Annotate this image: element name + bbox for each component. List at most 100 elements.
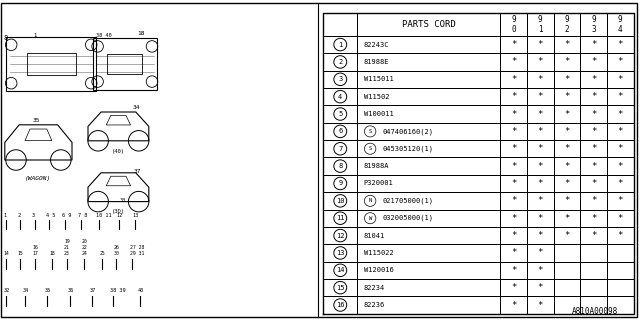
Text: 12: 12 <box>116 212 123 218</box>
Text: *: * <box>564 162 570 171</box>
Text: *: * <box>538 92 543 101</box>
Text: 35: 35 <box>33 117 40 123</box>
Text: *: * <box>538 75 543 84</box>
Text: 10 11: 10 11 <box>96 212 111 218</box>
Text: 1: 1 <box>3 212 6 218</box>
Text: 3: 3 <box>338 76 342 82</box>
Text: S: S <box>369 146 372 151</box>
Text: 81041: 81041 <box>364 233 385 239</box>
Text: 32: 32 <box>3 288 10 293</box>
Text: 9
2: 9 2 <box>564 15 569 34</box>
Text: 7 8: 7 8 <box>79 212 88 218</box>
Text: *: * <box>511 57 516 67</box>
Text: *: * <box>511 196 516 205</box>
Text: P320001: P320001 <box>364 180 394 187</box>
Text: *: * <box>564 144 570 153</box>
Text: 9: 9 <box>338 180 342 187</box>
Text: *: * <box>618 214 623 223</box>
Text: 36: 36 <box>67 288 74 293</box>
Text: *: * <box>564 92 570 101</box>
Text: *: * <box>538 266 543 275</box>
Text: *: * <box>511 214 516 223</box>
Text: *: * <box>564 40 570 49</box>
Text: *: * <box>511 283 516 292</box>
Text: 26
30: 26 30 <box>114 245 119 256</box>
Text: (3D): (3D) <box>112 209 125 214</box>
Text: 7: 7 <box>338 146 342 152</box>
Text: 16
17: 16 17 <box>32 245 38 256</box>
Text: *: * <box>538 162 543 171</box>
Text: W100011: W100011 <box>364 111 394 117</box>
Text: 81988A: 81988A <box>364 163 389 169</box>
Text: 82236: 82236 <box>364 302 385 308</box>
Text: *: * <box>564 75 570 84</box>
Text: 20
22
24: 20 22 24 <box>82 239 87 256</box>
Text: *: * <box>618 196 623 205</box>
Text: 11: 11 <box>336 215 344 221</box>
Text: 1: 1 <box>338 42 342 48</box>
Text: *: * <box>511 162 516 171</box>
Text: *: * <box>511 300 516 309</box>
Text: *: * <box>564 127 570 136</box>
Text: *: * <box>564 179 570 188</box>
Text: 13: 13 <box>336 250 344 256</box>
Text: *: * <box>618 179 623 188</box>
Text: 14: 14 <box>3 251 9 256</box>
Text: *: * <box>538 179 543 188</box>
Text: *: * <box>538 144 543 153</box>
Text: *: * <box>511 40 516 49</box>
Text: *: * <box>511 92 516 101</box>
Text: 40: 40 <box>138 288 144 293</box>
Text: *: * <box>564 231 570 240</box>
Text: 3: 3 <box>32 212 35 218</box>
Text: 37: 37 <box>90 288 96 293</box>
Text: 37: 37 <box>134 169 141 174</box>
Text: 045305120(1): 045305120(1) <box>383 146 434 152</box>
Text: *: * <box>618 40 623 49</box>
Text: *: * <box>591 75 596 84</box>
Text: *: * <box>538 214 543 223</box>
Text: A810A00098: A810A00098 <box>572 308 618 316</box>
Text: N: N <box>369 198 372 203</box>
Text: W: W <box>369 216 372 221</box>
Text: 19
21
23: 19 21 23 <box>64 239 70 256</box>
Text: 34: 34 <box>132 105 140 110</box>
Text: 2: 2 <box>18 212 20 218</box>
Text: *: * <box>511 248 516 257</box>
Text: 5: 5 <box>338 111 342 117</box>
Text: *: * <box>538 283 543 292</box>
Text: 18: 18 <box>137 31 145 36</box>
Text: *: * <box>591 196 596 205</box>
Text: 14: 14 <box>336 267 344 273</box>
Text: 35: 35 <box>45 288 51 293</box>
Text: 10: 10 <box>336 198 344 204</box>
Text: 81988E: 81988E <box>364 59 389 65</box>
Text: *: * <box>564 109 570 118</box>
Text: *: * <box>538 196 543 205</box>
Text: *: * <box>591 109 596 118</box>
Text: 15: 15 <box>336 285 344 291</box>
Text: 8: 8 <box>4 36 8 41</box>
Text: 6 9: 6 9 <box>63 212 72 218</box>
Text: 032005000(1): 032005000(1) <box>383 215 434 221</box>
Text: 25: 25 <box>99 251 105 256</box>
Text: *: * <box>618 231 623 240</box>
Text: 9
0: 9 0 <box>511 15 516 34</box>
Text: 8: 8 <box>338 163 342 169</box>
Text: 12: 12 <box>336 233 344 239</box>
Text: *: * <box>591 92 596 101</box>
Text: 13: 13 <box>133 212 139 218</box>
Text: 34: 34 <box>22 288 29 293</box>
Text: *: * <box>591 231 596 240</box>
Text: *: * <box>511 266 516 275</box>
Text: *: * <box>511 75 516 84</box>
Text: *: * <box>591 179 596 188</box>
Text: 27 28
29 31: 27 28 29 31 <box>130 245 144 256</box>
Text: 82243C: 82243C <box>364 42 389 48</box>
Text: 82234: 82234 <box>364 285 385 291</box>
Text: *: * <box>618 127 623 136</box>
Text: *: * <box>618 109 623 118</box>
Text: 1: 1 <box>33 33 37 38</box>
Text: *: * <box>511 127 516 136</box>
Text: *: * <box>538 300 543 309</box>
